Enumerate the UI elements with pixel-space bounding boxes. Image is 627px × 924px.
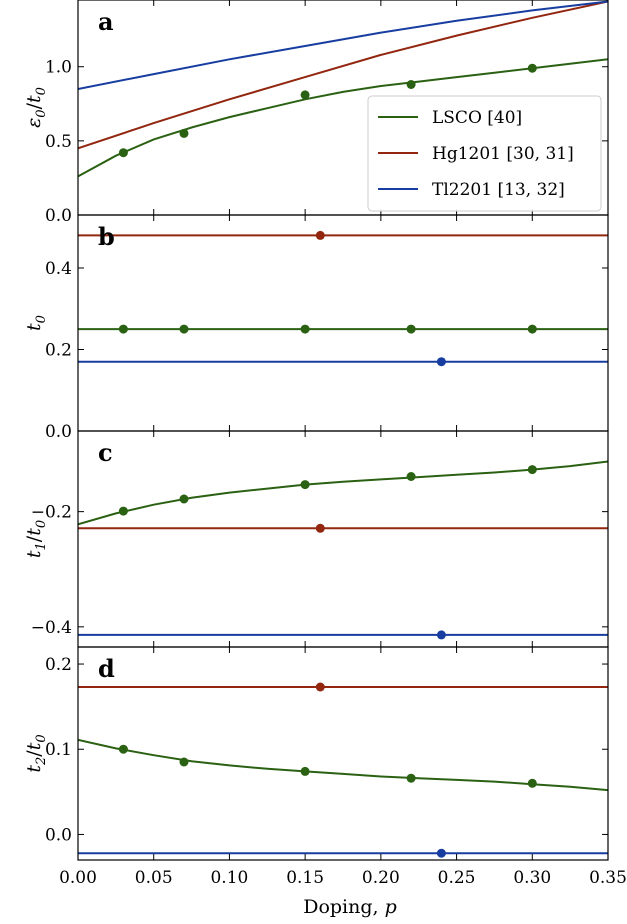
x-tick-label: 0.05 bbox=[135, 868, 173, 888]
data-point-lsco bbox=[300, 480, 310, 490]
x-tick-label: 0.25 bbox=[438, 868, 476, 888]
y-tick-label: 0.4 bbox=[45, 259, 72, 279]
y-axis-label: t1/t0 bbox=[23, 520, 49, 558]
panel-letter: d bbox=[98, 654, 115, 683]
y-axis-label: ε0/t0 bbox=[23, 87, 49, 128]
data-point-lsco bbox=[179, 757, 189, 767]
x-tick-label: 0.35 bbox=[589, 868, 627, 888]
panel-b: 0.0 0.2 0.4 b t0 bbox=[23, 214, 609, 442]
data-point-lsco bbox=[179, 494, 189, 504]
panel-a: 0.0 0.5 1.0 a ε0/t0 bbox=[23, 0, 609, 226]
data-point-hg1201 bbox=[315, 230, 325, 240]
data-point-tl2201 bbox=[436, 357, 446, 367]
panel-c: −0.4 −0.2 c t1/t0 bbox=[23, 430, 609, 648]
data-point-lsco bbox=[118, 324, 128, 334]
y-tick-label: −0.2 bbox=[31, 503, 72, 523]
panel-d: 0.0 0.1 0.2 d t2/t0 0.00 0.05 0.10 0.15 0.20 0.25 0… bbox=[23, 646, 627, 888]
y-tick-label: 0.2 bbox=[45, 655, 72, 675]
data-point-lsco bbox=[527, 778, 537, 788]
y-tick-label: 0.1 bbox=[45, 740, 72, 760]
data-point-hg1201 bbox=[315, 682, 325, 692]
x-tick-label: 0.10 bbox=[210, 868, 248, 888]
data-point-lsco bbox=[406, 80, 416, 89]
data-point-lsco bbox=[406, 324, 416, 334]
series-group bbox=[78, 230, 608, 367]
data-point-lsco bbox=[118, 148, 128, 158]
legend-label-hg1201: Hg1201 [30, 31] bbox=[432, 144, 574, 164]
data-point-tl2201 bbox=[436, 630, 446, 640]
series-line-tl2201 bbox=[78, 0, 608, 90]
data-point-lsco bbox=[527, 324, 537, 334]
data-point-lsco bbox=[300, 766, 310, 776]
y-axis-label: t2/t0 bbox=[23, 734, 49, 772]
data-point-lsco bbox=[179, 324, 189, 334]
y-tick-label: 0.0 bbox=[45, 206, 72, 226]
data-point-hg1201 bbox=[315, 523, 325, 533]
plot-frame bbox=[77, 214, 609, 432]
legend-box bbox=[367, 95, 602, 212]
plot-frame bbox=[77, 430, 609, 648]
data-point-lsco bbox=[118, 506, 128, 516]
plot-frame bbox=[77, 646, 609, 861]
series-group bbox=[78, 0, 608, 178]
x-tick-label: 0.15 bbox=[286, 868, 324, 888]
data-point-lsco bbox=[300, 324, 310, 334]
y-tick-label: 0.5 bbox=[45, 132, 72, 152]
y-tick-label: 0.2 bbox=[45, 340, 72, 360]
x-axis-label: Doping, p bbox=[303, 896, 397, 918]
series-line-lsco bbox=[78, 460, 608, 526]
legend-label-tl2201: Tl2201 [13, 32] bbox=[432, 180, 565, 200]
y-tick-label: 0.0 bbox=[45, 422, 72, 442]
y-tick-label: −0.4 bbox=[31, 618, 72, 638]
y-tick-label: 1.0 bbox=[45, 58, 72, 78]
panel-letter: c bbox=[98, 438, 113, 467]
data-point-lsco bbox=[179, 128, 189, 138]
data-point-lsco bbox=[118, 744, 128, 754]
panel-letter: b bbox=[98, 222, 115, 251]
series-line-lsco bbox=[78, 58, 608, 178]
series-group bbox=[78, 682, 608, 858]
data-point-tl2201 bbox=[436, 848, 446, 858]
legend-label-lsco: LSCO [40] bbox=[432, 108, 522, 128]
data-point-lsco bbox=[406, 773, 416, 783]
y-axis-label: t0 bbox=[23, 315, 49, 331]
x-tick-label: 0.00 bbox=[59, 868, 97, 888]
series-line-hg1201 bbox=[78, 0, 608, 150]
y-tick-label: 0.0 bbox=[45, 825, 72, 845]
data-point-lsco bbox=[300, 90, 310, 100]
x-tick-label: 0.20 bbox=[362, 868, 400, 888]
x-tick-label: 0.30 bbox=[513, 868, 551, 888]
series-line-lsco bbox=[78, 738, 608, 792]
legend: LSCO [40] Hg1201 [30, 31] Tl2201 [13, 32] bbox=[367, 95, 602, 212]
data-point-lsco bbox=[527, 465, 537, 475]
panel-letter: a bbox=[98, 7, 114, 36]
series-group bbox=[78, 460, 608, 640]
data-point-lsco bbox=[406, 472, 416, 481]
data-point-lsco bbox=[527, 63, 537, 73]
